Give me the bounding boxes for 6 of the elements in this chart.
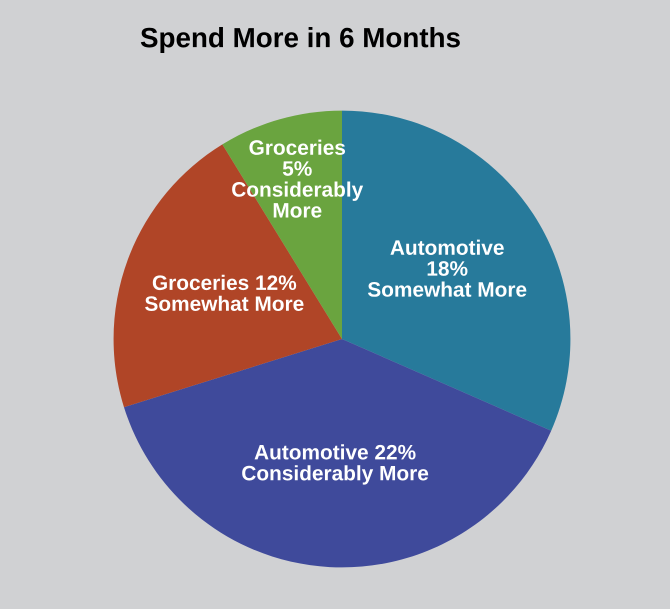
slice-label: Groceries 12% Somewhat More (145, 274, 304, 312)
slice-label: Automotive 22% Considerably More (242, 444, 428, 485)
pie-slice (124, 339, 552, 568)
slice-label: Automotive 18% Somewhat More (368, 240, 526, 297)
chart-title: Spend More in 6 Months (140, 27, 460, 53)
slice-label: Groceries 5% Considerably More (232, 140, 364, 218)
